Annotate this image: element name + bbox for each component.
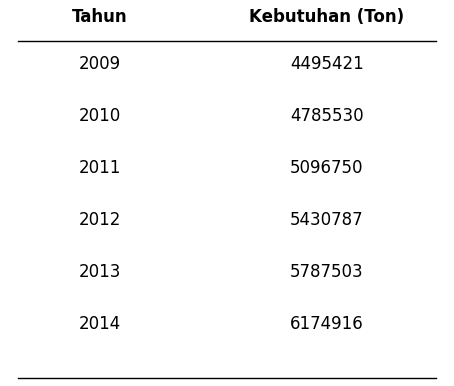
Text: 2011: 2011 [79, 159, 121, 177]
Text: 5430787: 5430787 [290, 211, 364, 229]
Text: 2013: 2013 [79, 263, 121, 281]
Text: 4785530: 4785530 [290, 107, 364, 125]
Text: Kebutuhan (Ton): Kebutuhan (Ton) [249, 8, 405, 26]
Text: 6174916: 6174916 [290, 315, 364, 333]
Text: 2012: 2012 [79, 211, 121, 229]
Text: 5787503: 5787503 [290, 263, 364, 281]
Text: 2010: 2010 [79, 107, 121, 125]
Text: 5096750: 5096750 [290, 159, 364, 177]
Text: Tahun: Tahun [72, 8, 128, 26]
Text: 2014: 2014 [79, 315, 121, 333]
Text: 4495421: 4495421 [290, 55, 364, 73]
Text: 2009: 2009 [79, 55, 121, 73]
